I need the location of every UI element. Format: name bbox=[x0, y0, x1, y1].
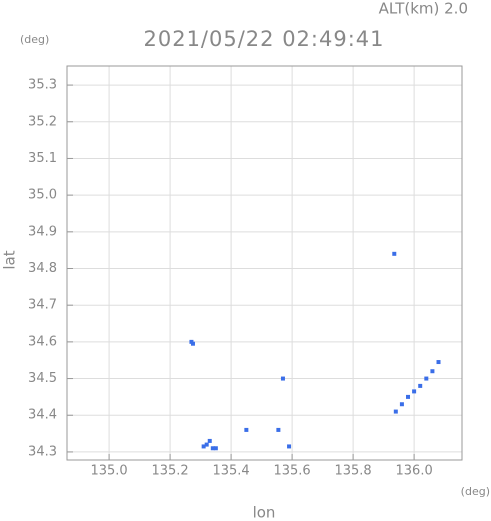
echo-point bbox=[392, 251, 397, 256]
y-axis-label: lat bbox=[1, 250, 19, 269]
y-tick-label: 34.9 bbox=[28, 224, 57, 239]
x-tick-label: 135.8 bbox=[334, 464, 371, 479]
echo-point bbox=[276, 427, 281, 432]
chart-title: 2021/05/22 02:49:41 bbox=[143, 27, 384, 51]
plot-frame bbox=[66, 65, 463, 461]
y-tick-label: 34.3 bbox=[28, 444, 57, 459]
altitude-label: ALT(km) 2.0 bbox=[379, 0, 468, 18]
echo-point bbox=[412, 389, 417, 394]
echo-point bbox=[244, 427, 249, 432]
x-tick-label: 135.4 bbox=[212, 464, 249, 479]
y-tick-label: 35.3 bbox=[28, 78, 57, 93]
x-unit: (deg) bbox=[461, 485, 490, 498]
y-tick-label: 35.0 bbox=[28, 188, 57, 203]
y-tick-label: 34.6 bbox=[28, 334, 57, 349]
echo-point bbox=[393, 409, 398, 414]
y-tick-label: 34.5 bbox=[28, 371, 57, 386]
y-tick-label: 34.4 bbox=[28, 408, 57, 423]
echo-point bbox=[190, 341, 195, 346]
echo-point bbox=[210, 446, 215, 451]
echo-point bbox=[406, 394, 411, 399]
echo-point bbox=[207, 438, 212, 443]
echo-point bbox=[424, 376, 429, 381]
y-tick-label: 34.7 bbox=[28, 298, 57, 313]
y-unit: (deg) bbox=[20, 33, 49, 46]
echo-point bbox=[201, 444, 206, 449]
echo-point bbox=[436, 360, 441, 365]
x-tick-label: 135.2 bbox=[151, 464, 188, 479]
echo-point bbox=[418, 383, 423, 388]
x-tick-label: 135.6 bbox=[273, 464, 310, 479]
echo-point bbox=[399, 402, 404, 407]
x-axis-label: lon bbox=[253, 504, 276, 521]
x-tick-label: 135.0 bbox=[90, 464, 127, 479]
y-tick-label: 34.8 bbox=[28, 261, 57, 276]
echo-point bbox=[213, 446, 218, 451]
echo-point bbox=[204, 442, 209, 447]
echo-point bbox=[280, 376, 285, 381]
echo-point bbox=[430, 369, 435, 374]
y-tick-label: 35.2 bbox=[28, 114, 57, 129]
y-tick-label: 35.1 bbox=[28, 151, 57, 166]
x-tick-label: 136.0 bbox=[396, 464, 433, 479]
echo-point bbox=[287, 444, 292, 449]
